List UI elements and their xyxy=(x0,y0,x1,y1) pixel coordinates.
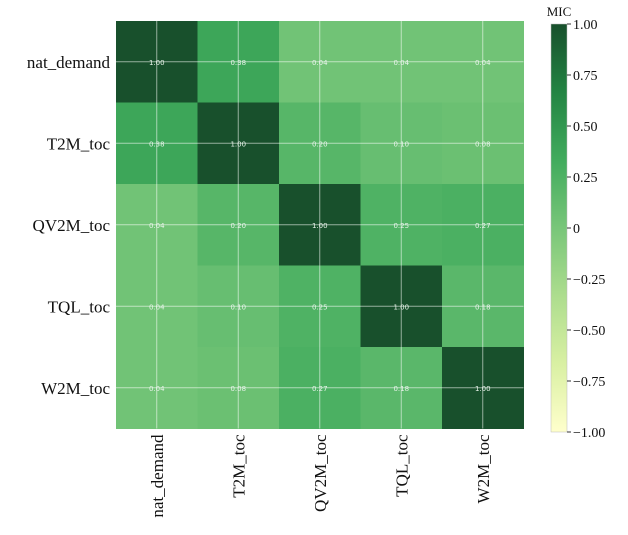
heatmap-cell-label: 1.00 xyxy=(393,303,409,311)
colorbar-tick-label: 0.75 xyxy=(573,69,598,84)
x-tick-label: QV2M_toc xyxy=(311,434,330,512)
x-tick-label: TQL_toc xyxy=(392,434,411,497)
x-tick-label: W2M_toc xyxy=(474,434,493,503)
heatmap-cell-label: 1.00 xyxy=(475,385,491,393)
heatmap-cell-label: 0.20 xyxy=(312,140,328,148)
x-tick-label: T2M_toc xyxy=(229,434,248,498)
heatmap-cell-label: 0.08 xyxy=(475,140,491,148)
y-tick-label: QV2M_toc xyxy=(33,216,111,235)
colorbar-label: MIC xyxy=(547,4,572,19)
colorbar-tick-label: −0.50 xyxy=(573,324,605,339)
heatmap-cell-label: 0.38 xyxy=(149,140,165,148)
colorbar-tick-label: −0.25 xyxy=(573,273,605,288)
colorbar-tick-label: 0.50 xyxy=(573,120,598,135)
y-axis-tick-labels: nat_demand T2M_toc QV2M_toc TQL_toc W2M_toc xyxy=(27,53,111,398)
x-axis-tick-labels: nat_demand T2M_toc QV2M_toc TQL_toc W2M_toc xyxy=(148,434,493,518)
heatmap-cell-label: 0.27 xyxy=(475,222,491,230)
heatmap-cell-label: 1.00 xyxy=(230,140,246,148)
colorbar-ticks: 1.00 0.75 0.50 0.25 0 −0.25 −0.50 −0.75 −1.00 xyxy=(567,18,605,441)
heatmap-cell-label: 0.38 xyxy=(230,59,246,67)
heatmap-cell-label: 0.10 xyxy=(230,303,246,311)
heatmap-cell-label: 0.04 xyxy=(149,385,165,393)
colorbar-tick-label: 1.00 xyxy=(573,18,598,33)
heatmap-cell-label: 0.08 xyxy=(230,385,246,393)
colorbar-tick-label: 0.25 xyxy=(573,171,598,186)
heatmap-cell-label: 0.25 xyxy=(312,303,328,311)
y-tick-label: nat_demand xyxy=(27,53,111,72)
colorbar-tick-label: −0.75 xyxy=(573,375,605,390)
heatmap-cell-label: 0.18 xyxy=(475,303,491,311)
heatmap-cell-label: 0.25 xyxy=(393,222,409,230)
y-tick-label: W2M_toc xyxy=(41,379,110,398)
heatmap-cell-label: 1.00 xyxy=(149,59,165,67)
heatmap-cell-label: 0.04 xyxy=(149,222,165,230)
heatmap-cell-label: 0.04 xyxy=(312,59,328,67)
heatmap-cell-labels: 1.00 0.38 0.04 0.04 0.04 0.38 1.00 0.20 0.10 0.08… xyxy=(149,59,491,393)
colorbar-tick-label: 0 xyxy=(573,222,580,237)
heatmap-cell-label: 0.04 xyxy=(475,59,491,67)
colorbar-tick-label: −1.00 xyxy=(573,426,605,441)
heatmap-cell-label: 0.20 xyxy=(230,222,246,230)
heatmap-gridlines xyxy=(116,21,524,429)
y-tick-label: T2M_toc xyxy=(47,134,111,153)
heatmap-cell-label: 0.18 xyxy=(393,385,409,393)
heatmap-cell-label: 1.00 xyxy=(312,222,328,230)
colorbar-gradient xyxy=(550,23,568,433)
heatmap-cell-label: 0.04 xyxy=(393,59,409,67)
x-tick-label: nat_demand xyxy=(148,434,167,518)
y-tick-label: TQL_toc xyxy=(48,297,111,316)
colorbar: MIC xyxy=(547,4,572,433)
heatmap-cell-label: 0.04 xyxy=(149,303,165,311)
heatmap-cell-label: 0.10 xyxy=(393,140,409,148)
heatmap-cell-label: 0.27 xyxy=(312,385,328,393)
